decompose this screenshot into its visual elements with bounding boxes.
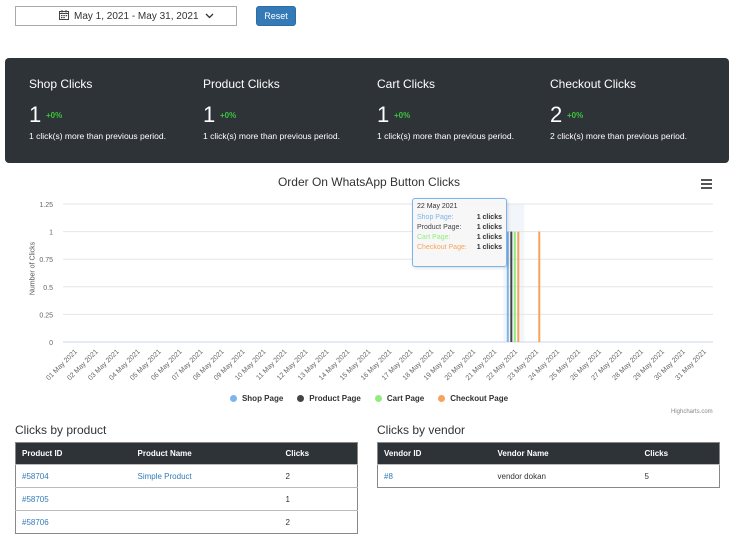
tooltip-label: Shop Page: bbox=[417, 214, 454, 221]
table-header-row: Vendor ID Vendor Name Clicks bbox=[377, 442, 720, 465]
y-tick-label: 1.25 bbox=[39, 202, 53, 209]
column-header: Vendor Name bbox=[491, 442, 639, 465]
product-clicks-cell: 2 bbox=[279, 464, 358, 488]
stat-change: +0% bbox=[394, 111, 411, 120]
stat-description: 1 click(s) more than previous period. bbox=[377, 131, 515, 141]
column-header: Product ID bbox=[15, 442, 132, 465]
vendor-id-link[interactable]: #8 bbox=[384, 471, 393, 481]
legend-label: Product Page bbox=[309, 394, 361, 403]
table-row: #58705 1 bbox=[15, 487, 358, 511]
tooltip-label: Cart Page: bbox=[417, 234, 451, 241]
column-header: Vendor ID bbox=[377, 442, 492, 465]
bar-checkout-page bbox=[538, 231, 541, 342]
date-range-text: May 1, 2021 - May 31, 2021 bbox=[74, 10, 199, 22]
chart-tooltip: 22 May 2021 Shop Page: 1 clicks Product P… bbox=[412, 198, 507, 267]
bar-checkout-page bbox=[517, 231, 520, 342]
tooltip-value: 1 clicks bbox=[476, 244, 502, 251]
product-name-cell bbox=[131, 510, 280, 534]
tooltip-row: Product Page: 1 clicks bbox=[417, 224, 502, 231]
product-name-cell bbox=[131, 487, 280, 511]
table-header-row: Product ID Product Name Clicks bbox=[15, 442, 358, 465]
product-name-link[interactable]: Simple Product bbox=[137, 471, 192, 481]
stat-value: 1 bbox=[203, 102, 216, 127]
stat-change: +0% bbox=[567, 111, 584, 120]
stat-description: 1 click(s) more than previous period. bbox=[203, 131, 341, 141]
stat-title: Cart Clicks bbox=[377, 77, 436, 91]
product-id-cell: #58704 bbox=[15, 464, 132, 488]
stat-description: 1 click(s) more than previous period. bbox=[29, 131, 167, 141]
legend-item-shop-page[interactable]: Shop Page bbox=[229, 394, 284, 403]
legend-dot bbox=[229, 395, 237, 402]
tooltip-value: 1 clicks bbox=[476, 234, 502, 241]
stat-value: 1 bbox=[29, 102, 42, 127]
table-row: #58706 2 bbox=[15, 510, 358, 534]
product-name-cell: Simple Product bbox=[131, 464, 280, 488]
bar-product-page bbox=[510, 231, 513, 342]
legend-item-cart-page[interactable]: Cart Page bbox=[374, 394, 425, 403]
legend-dot bbox=[374, 395, 382, 402]
tooltip-row: Shop Page: 1 clicks bbox=[417, 214, 502, 221]
tooltip-value: 1 clicks bbox=[476, 224, 502, 231]
product-id-cell: #58706 bbox=[15, 510, 132, 534]
vendors-section-title: Clicks by vendor bbox=[377, 423, 466, 437]
vendors-table: Vendor ID Vendor Name Clicks #8 vendor d… bbox=[377, 442, 720, 488]
tooltip-label: Product Page: bbox=[417, 224, 462, 231]
product-clicks-cell: 1 bbox=[279, 487, 358, 511]
vendor-id-cell: #8 bbox=[377, 464, 492, 488]
tooltip-label: Checkout Page: bbox=[417, 244, 467, 251]
chart-menu-icon[interactable] bbox=[701, 179, 712, 191]
tooltip-value: 1 clicks bbox=[476, 214, 502, 221]
legend-dot bbox=[297, 395, 305, 402]
legend-item-product-page[interactable]: Product Page bbox=[297, 394, 361, 403]
chart-title: Order On WhatsApp Button Clicks bbox=[277, 175, 461, 189]
stat-title: Product Clicks bbox=[203, 77, 280, 91]
vendor-name-cell: vendor dokan bbox=[491, 464, 639, 488]
stat-description: 2 click(s) more than previous period. bbox=[550, 131, 688, 141]
bar-cart-page bbox=[513, 231, 516, 342]
y-tick-label: 0 bbox=[49, 340, 53, 347]
stat-value: 1 bbox=[377, 102, 390, 127]
column-header: Clicks bbox=[638, 442, 720, 465]
bar-shop-page bbox=[506, 231, 509, 342]
chevron-down-icon bbox=[205, 13, 213, 19]
tooltip-row: Cart Page: 1 clicks bbox=[417, 234, 502, 241]
calendar-icon bbox=[59, 10, 69, 20]
product-clicks-cell: 2 bbox=[279, 510, 358, 534]
legend-dot bbox=[438, 395, 446, 402]
y-tick-label: 0.5 bbox=[43, 285, 53, 292]
legend-label: Checkout Page bbox=[450, 394, 509, 403]
legend-label: Cart Page bbox=[386, 394, 425, 403]
tooltip-row: Checkout Page: 1 clicks bbox=[417, 244, 502, 251]
product-id-link[interactable]: #58705 bbox=[22, 494, 49, 504]
legend-label: Shop Page bbox=[241, 394, 284, 403]
products-table: Product ID Product Name Clicks #58704 Si… bbox=[15, 442, 358, 534]
reset-button[interactable]: Reset bbox=[256, 6, 296, 26]
y-tick-label: 0.25 bbox=[39, 312, 53, 319]
product-id-link[interactable]: #58706 bbox=[22, 517, 49, 527]
products-section-title: Clicks by product bbox=[15, 423, 107, 437]
table-row: #58704 Simple Product 2 bbox=[15, 464, 358, 488]
date-range-picker[interactable]: May 1, 2021 - May 31, 2021 bbox=[15, 6, 237, 26]
chart-legend: Shop Page Product Page Cart Page Checkou… bbox=[0, 394, 738, 403]
table-row: #8 vendor dokan 5 bbox=[377, 464, 720, 488]
stat-title: Checkout Clicks bbox=[550, 77, 637, 91]
product-id-link[interactable]: #58704 bbox=[22, 471, 49, 481]
stat-change: +0% bbox=[46, 111, 63, 120]
stat-title: Shop Clicks bbox=[29, 77, 93, 91]
vendor-clicks-cell: 5 bbox=[638, 464, 720, 488]
stat-value: 2 bbox=[550, 102, 563, 127]
legend-item-checkout-page[interactable]: Checkout Page bbox=[438, 394, 508, 403]
chart-credit-link[interactable]: Highcharts.com bbox=[671, 409, 713, 415]
y-tick-label: 0.75 bbox=[39, 257, 53, 264]
y-tick-label: 1 bbox=[49, 230, 53, 237]
tooltip-date: 22 May 2021 bbox=[417, 203, 458, 210]
column-header: Product Name bbox=[131, 442, 280, 465]
stats-panel: Shop Clicks 1 +0% 1 click(s) more than p… bbox=[5, 58, 729, 163]
stat-change: +0% bbox=[220, 111, 237, 120]
product-id-cell: #58705 bbox=[15, 487, 132, 511]
column-header: Clicks bbox=[279, 442, 358, 465]
